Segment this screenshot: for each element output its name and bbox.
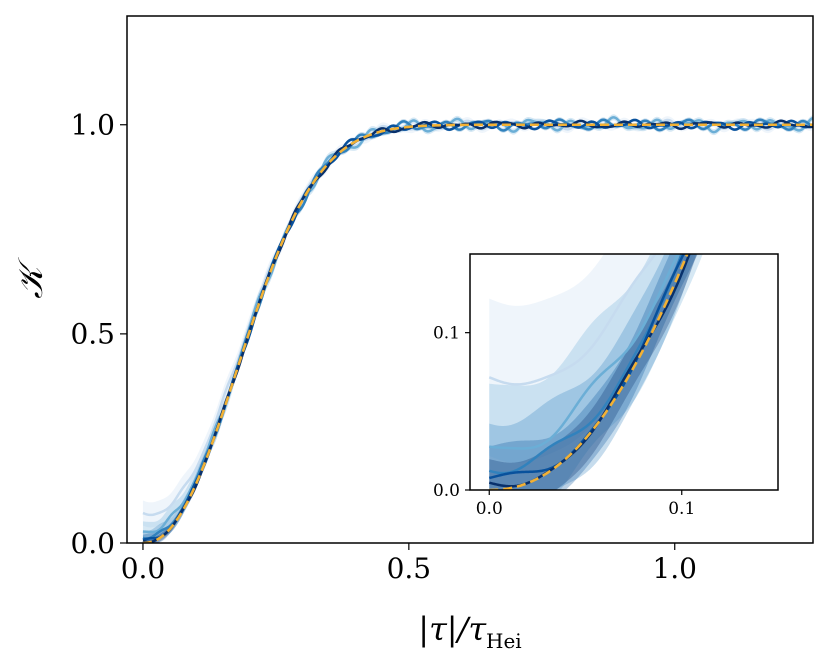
main-x-ticks: 0.0 0.5 1.0 — [121, 543, 697, 585]
reference-dashed-line — [489, 254, 689, 490]
y-axis-label: 𝒦 — [11, 257, 51, 299]
series-band-1 — [489, 254, 694, 463]
series-band-3 — [489, 254, 697, 490]
x-tick-label: 1.0 — [652, 552, 697, 585]
reference-dashed-line — [142, 123, 813, 543]
y-tick-label: 1.0 — [70, 109, 115, 142]
series-line-1 — [488, 254, 657, 386]
y-tick-label: 0.0 — [70, 527, 115, 560]
x-tick-label: 0.0 — [476, 499, 503, 519]
inset-x-ticks: 0.0 0.1 — [476, 490, 695, 519]
x-axis-label: |τ|/τHei — [418, 610, 521, 653]
series-line-2 — [488, 254, 680, 450]
main-series-lines — [142, 116, 813, 543]
inset-series-lines — [488, 254, 691, 490]
x-tick-label: 0.5 — [387, 552, 432, 585]
series-line-3 — [488, 254, 683, 475]
y-tick-label: 0.5 — [70, 318, 115, 351]
y-tick-label: 0.1 — [433, 324, 460, 344]
main-plot-frame — [126, 15, 814, 544]
inset-y-ticks: 0.0 0.1 — [433, 324, 470, 501]
main-y-ticks: 0.0 0.5 1.0 — [70, 109, 127, 560]
x-tick-label: 0.1 — [668, 499, 695, 519]
y-tick-label: 0.0 — [433, 481, 460, 501]
inset-plot-frame — [469, 253, 779, 491]
series-band-4 — [489, 254, 698, 490]
x-tick-label: 0.0 — [121, 552, 166, 585]
